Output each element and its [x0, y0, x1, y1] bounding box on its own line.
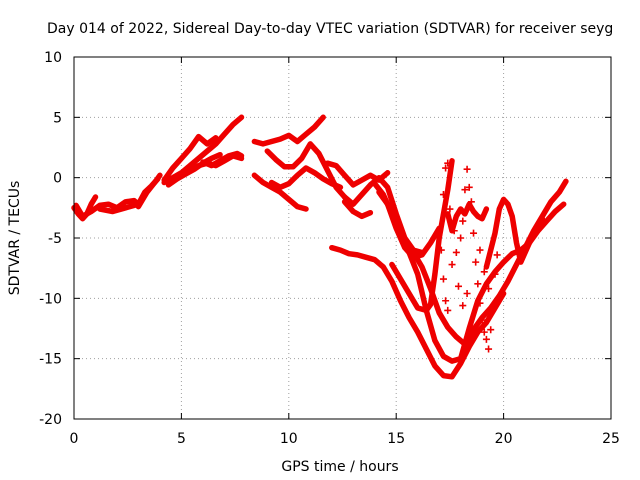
data-point-plus [480, 268, 488, 276]
series-arc-23 [445, 201, 490, 234]
x-tick-label: 25 [602, 431, 620, 447]
series-arc-2 [73, 197, 142, 220]
y-tick-label: -5 [48, 231, 62, 247]
series-arc-19 [376, 189, 442, 261]
data-point-plus [459, 302, 467, 310]
y-tick-label: -10 [39, 291, 62, 307]
series-arc-9 [200, 150, 245, 169]
data-point-plus [457, 234, 465, 242]
series-arc-22 [483, 196, 546, 270]
series-arc-20 [389, 158, 455, 314]
data-point-plus [452, 248, 460, 256]
series-arc-6 [161, 114, 245, 186]
data-point-plus [467, 198, 475, 206]
data-point-plus [448, 261, 456, 269]
x-tick-label: 5 [177, 431, 186, 447]
data-point-plus [470, 229, 478, 237]
data-point-plus [472, 258, 480, 266]
data-series [71, 114, 569, 380]
x-tick-label: 15 [387, 431, 405, 447]
series-arc-10 [251, 114, 326, 147]
data-point-plus [444, 159, 452, 167]
data-point-plus [491, 270, 499, 278]
data-point-plus [487, 326, 495, 334]
data-point-plus [465, 183, 473, 191]
x-axis-label: GPS time / hours [281, 459, 398, 475]
data-point-plus [459, 217, 467, 225]
x-tick-label: 10 [280, 431, 298, 447]
data-point-plus [463, 165, 471, 173]
y-axis-label: SDTVAR / TECUs [7, 181, 23, 296]
data-point-plus [442, 297, 450, 305]
data-point-plus [482, 335, 490, 343]
y-tick-label: 0 [53, 171, 62, 187]
series-arc-18 [329, 244, 507, 380]
data-point-plus [439, 275, 447, 283]
y-tick-label: -20 [39, 412, 62, 428]
series-arc-5 [161, 133, 219, 183]
data-point-plus [493, 251, 501, 259]
series-arc-11 [264, 141, 348, 200]
data-point-plus [446, 205, 454, 213]
data-point-plus [476, 246, 484, 254]
y-tick-label: 10 [44, 50, 62, 66]
scatter-points [437, 159, 501, 353]
data-point-plus [442, 164, 450, 172]
data-point-plus [485, 345, 493, 353]
axis-ticks [73, 56, 612, 420]
data-point-plus [474, 280, 482, 288]
data-point-plus [489, 304, 497, 312]
series-arc-16 [341, 199, 374, 220]
y-tick-label: -15 [39, 352, 62, 368]
data-point-plus [444, 306, 452, 314]
data-point-plus [461, 186, 469, 194]
data-point-plus [450, 227, 458, 235]
data-point-plus [454, 282, 462, 290]
data-point-plus [463, 290, 471, 298]
x-tick-label: 20 [495, 431, 513, 447]
series-arc-15 [341, 174, 425, 256]
data-point-plus [485, 285, 493, 293]
data-point-plus [437, 246, 445, 254]
chart-title: Day 014 of 2022, Sidereal Day-to-day VTE… [47, 21, 613, 37]
y-tick-label: 5 [53, 110, 62, 126]
series-arc-13 [268, 165, 344, 191]
data-point-plus [476, 299, 484, 307]
x-tick-label: 0 [70, 431, 79, 447]
series-arc-4 [135, 172, 163, 210]
data-point-plus [439, 191, 447, 199]
data-point-plus [480, 328, 488, 336]
data-point-plus [478, 316, 486, 324]
series-arc-12 [251, 172, 309, 212]
grid [74, 57, 611, 419]
axis-tick-labels: 0 5 10 15 20 25 -20 -15 -10 -5 0 5 10 [39, 50, 620, 447]
